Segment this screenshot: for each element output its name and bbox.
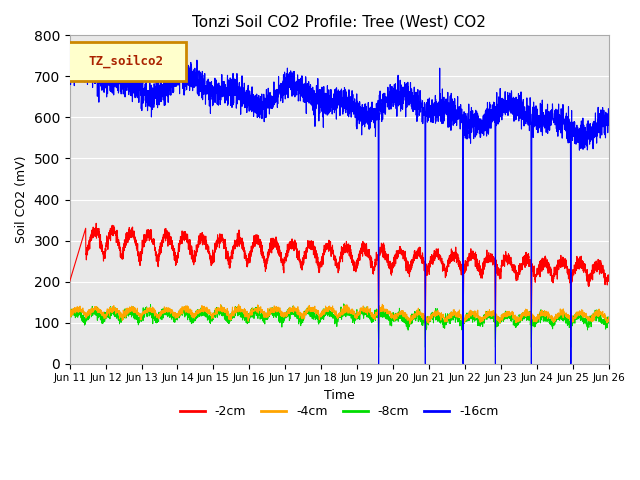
Text: TZ_soilco2: TZ_soilco2	[89, 54, 164, 68]
FancyBboxPatch shape	[67, 42, 186, 81]
Legend: -2cm, -4cm, -8cm, -16cm: -2cm, -4cm, -8cm, -16cm	[175, 400, 504, 423]
Y-axis label: Soil CO2 (mV): Soil CO2 (mV)	[15, 156, 28, 243]
Title: Tonzi Soil CO2 Profile: Tree (West) CO2: Tonzi Soil CO2 Profile: Tree (West) CO2	[192, 15, 486, 30]
X-axis label: Time: Time	[324, 389, 355, 402]
